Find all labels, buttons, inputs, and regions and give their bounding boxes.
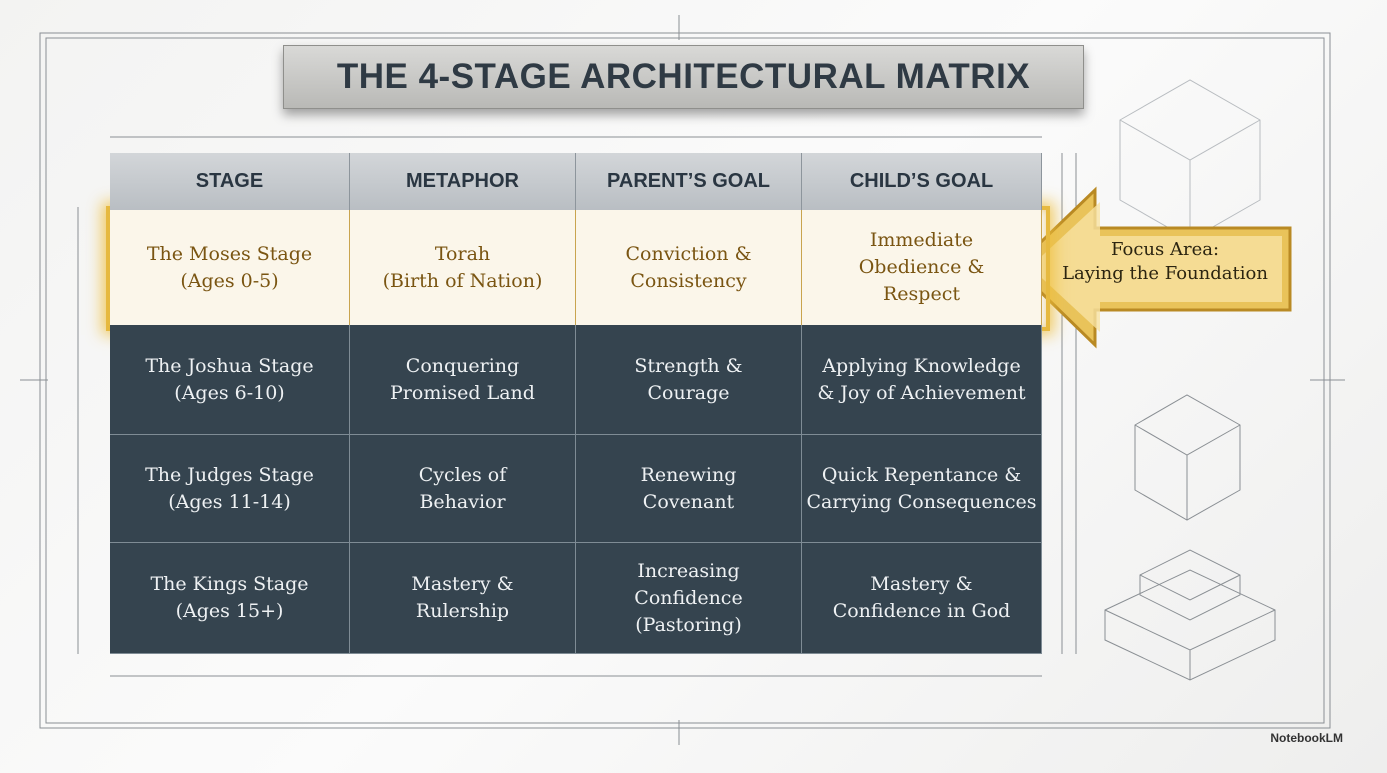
cell-line: & Joy of Achievement (817, 381, 1026, 404)
cell-line: Cycles of (418, 463, 507, 486)
cell-line: Strength & (634, 354, 743, 377)
table-cell: Mastery & Rulership (350, 543, 576, 654)
cell-line: (Ages 0-5) (180, 269, 279, 292)
title-banner: THE 4-STAGE ARCHITECTURAL MATRIX (283, 45, 1084, 109)
cell-line: The Judges Stage (145, 463, 314, 486)
cell-line: Increasing (637, 559, 740, 582)
table-cell: The Kings Stage (Ages 15+) (110, 543, 350, 654)
table-cell: The Moses Stage (Ages 0-5) (110, 210, 350, 325)
cell-line: Carrying Consequences (806, 490, 1037, 513)
table-cell: Conviction & Consistency (576, 210, 802, 325)
table-cell: Increasing Confidence (Pastoring) (576, 543, 802, 654)
callout-line: Laying the Foundation (1062, 263, 1268, 284)
cell-line: The Moses Stage (146, 242, 313, 265)
table-cell: The Judges Stage (Ages 11-14) (110, 435, 350, 543)
table-cell: Renewing Covenant (576, 435, 802, 543)
cell-line: Torah (434, 242, 491, 265)
cell-line: The Kings Stage (150, 573, 309, 595)
column-header: CHILD’S GOAL (802, 153, 1042, 210)
column-header: STAGE (110, 153, 350, 210)
table-cell: Conquering Promised Land (350, 325, 576, 435)
cell-line: Immediate (869, 229, 974, 251)
cell-line: Mastery & (411, 573, 514, 595)
table-cell: Immediate Obedience & Respect (802, 210, 1042, 325)
table-cell: Quick Repentance & Carrying Consequences (802, 435, 1042, 543)
cell-line: Rulership (415, 600, 510, 622)
cell-line: Promised Land (390, 381, 535, 404)
cell-line: The Joshua Stage (145, 354, 314, 377)
table-cell: The Joshua Stage (Ages 6-10) (110, 325, 350, 435)
table-cell: Mastery & Confidence in God (802, 543, 1042, 654)
table-cell: Torah (Birth of Nation) (350, 210, 576, 325)
table-cell: Applying Knowledge & Joy of Achievement (802, 325, 1042, 435)
cell-line: Consistency (630, 269, 747, 292)
cell-line: (Ages 15+) (175, 600, 284, 622)
cell-line: (Ages 11-14) (168, 490, 291, 513)
cell-line: Renewing (640, 463, 737, 486)
cell-line: Applying Knowledge (822, 354, 1021, 377)
cell-line: Confidence in God (832, 600, 1011, 622)
cell-line: Courage (647, 381, 730, 404)
cell-line: Covenant (642, 490, 735, 513)
cell-line: Behavior (419, 490, 506, 513)
table-cell: Cycles of Behavior (350, 435, 576, 543)
cell-line: Mastery & (870, 573, 973, 595)
cell-line: Conquering (405, 354, 520, 377)
cell-line: (Pastoring) (635, 613, 742, 636)
column-header: METAPHOR (350, 153, 576, 210)
cell-line: (Ages 6-10) (174, 381, 285, 404)
cell-line: (Birth of Nation) (382, 269, 543, 292)
cell-line: Respect (883, 283, 960, 305)
callout-line: Focus Area: (1110, 239, 1220, 260)
cell-line: Obedience & (858, 256, 985, 278)
watermark: NotebookLM (1270, 731, 1343, 745)
callout-text: Focus Area: Laying the Foundation (1050, 238, 1280, 286)
cell-line: Quick Repentance & (821, 463, 1022, 486)
cell-line: Conviction & (625, 242, 752, 265)
cell-line: Confidence (634, 586, 743, 609)
table-cell: Strength & Courage (576, 325, 802, 435)
column-header: PARENT’S GOAL (576, 153, 802, 210)
